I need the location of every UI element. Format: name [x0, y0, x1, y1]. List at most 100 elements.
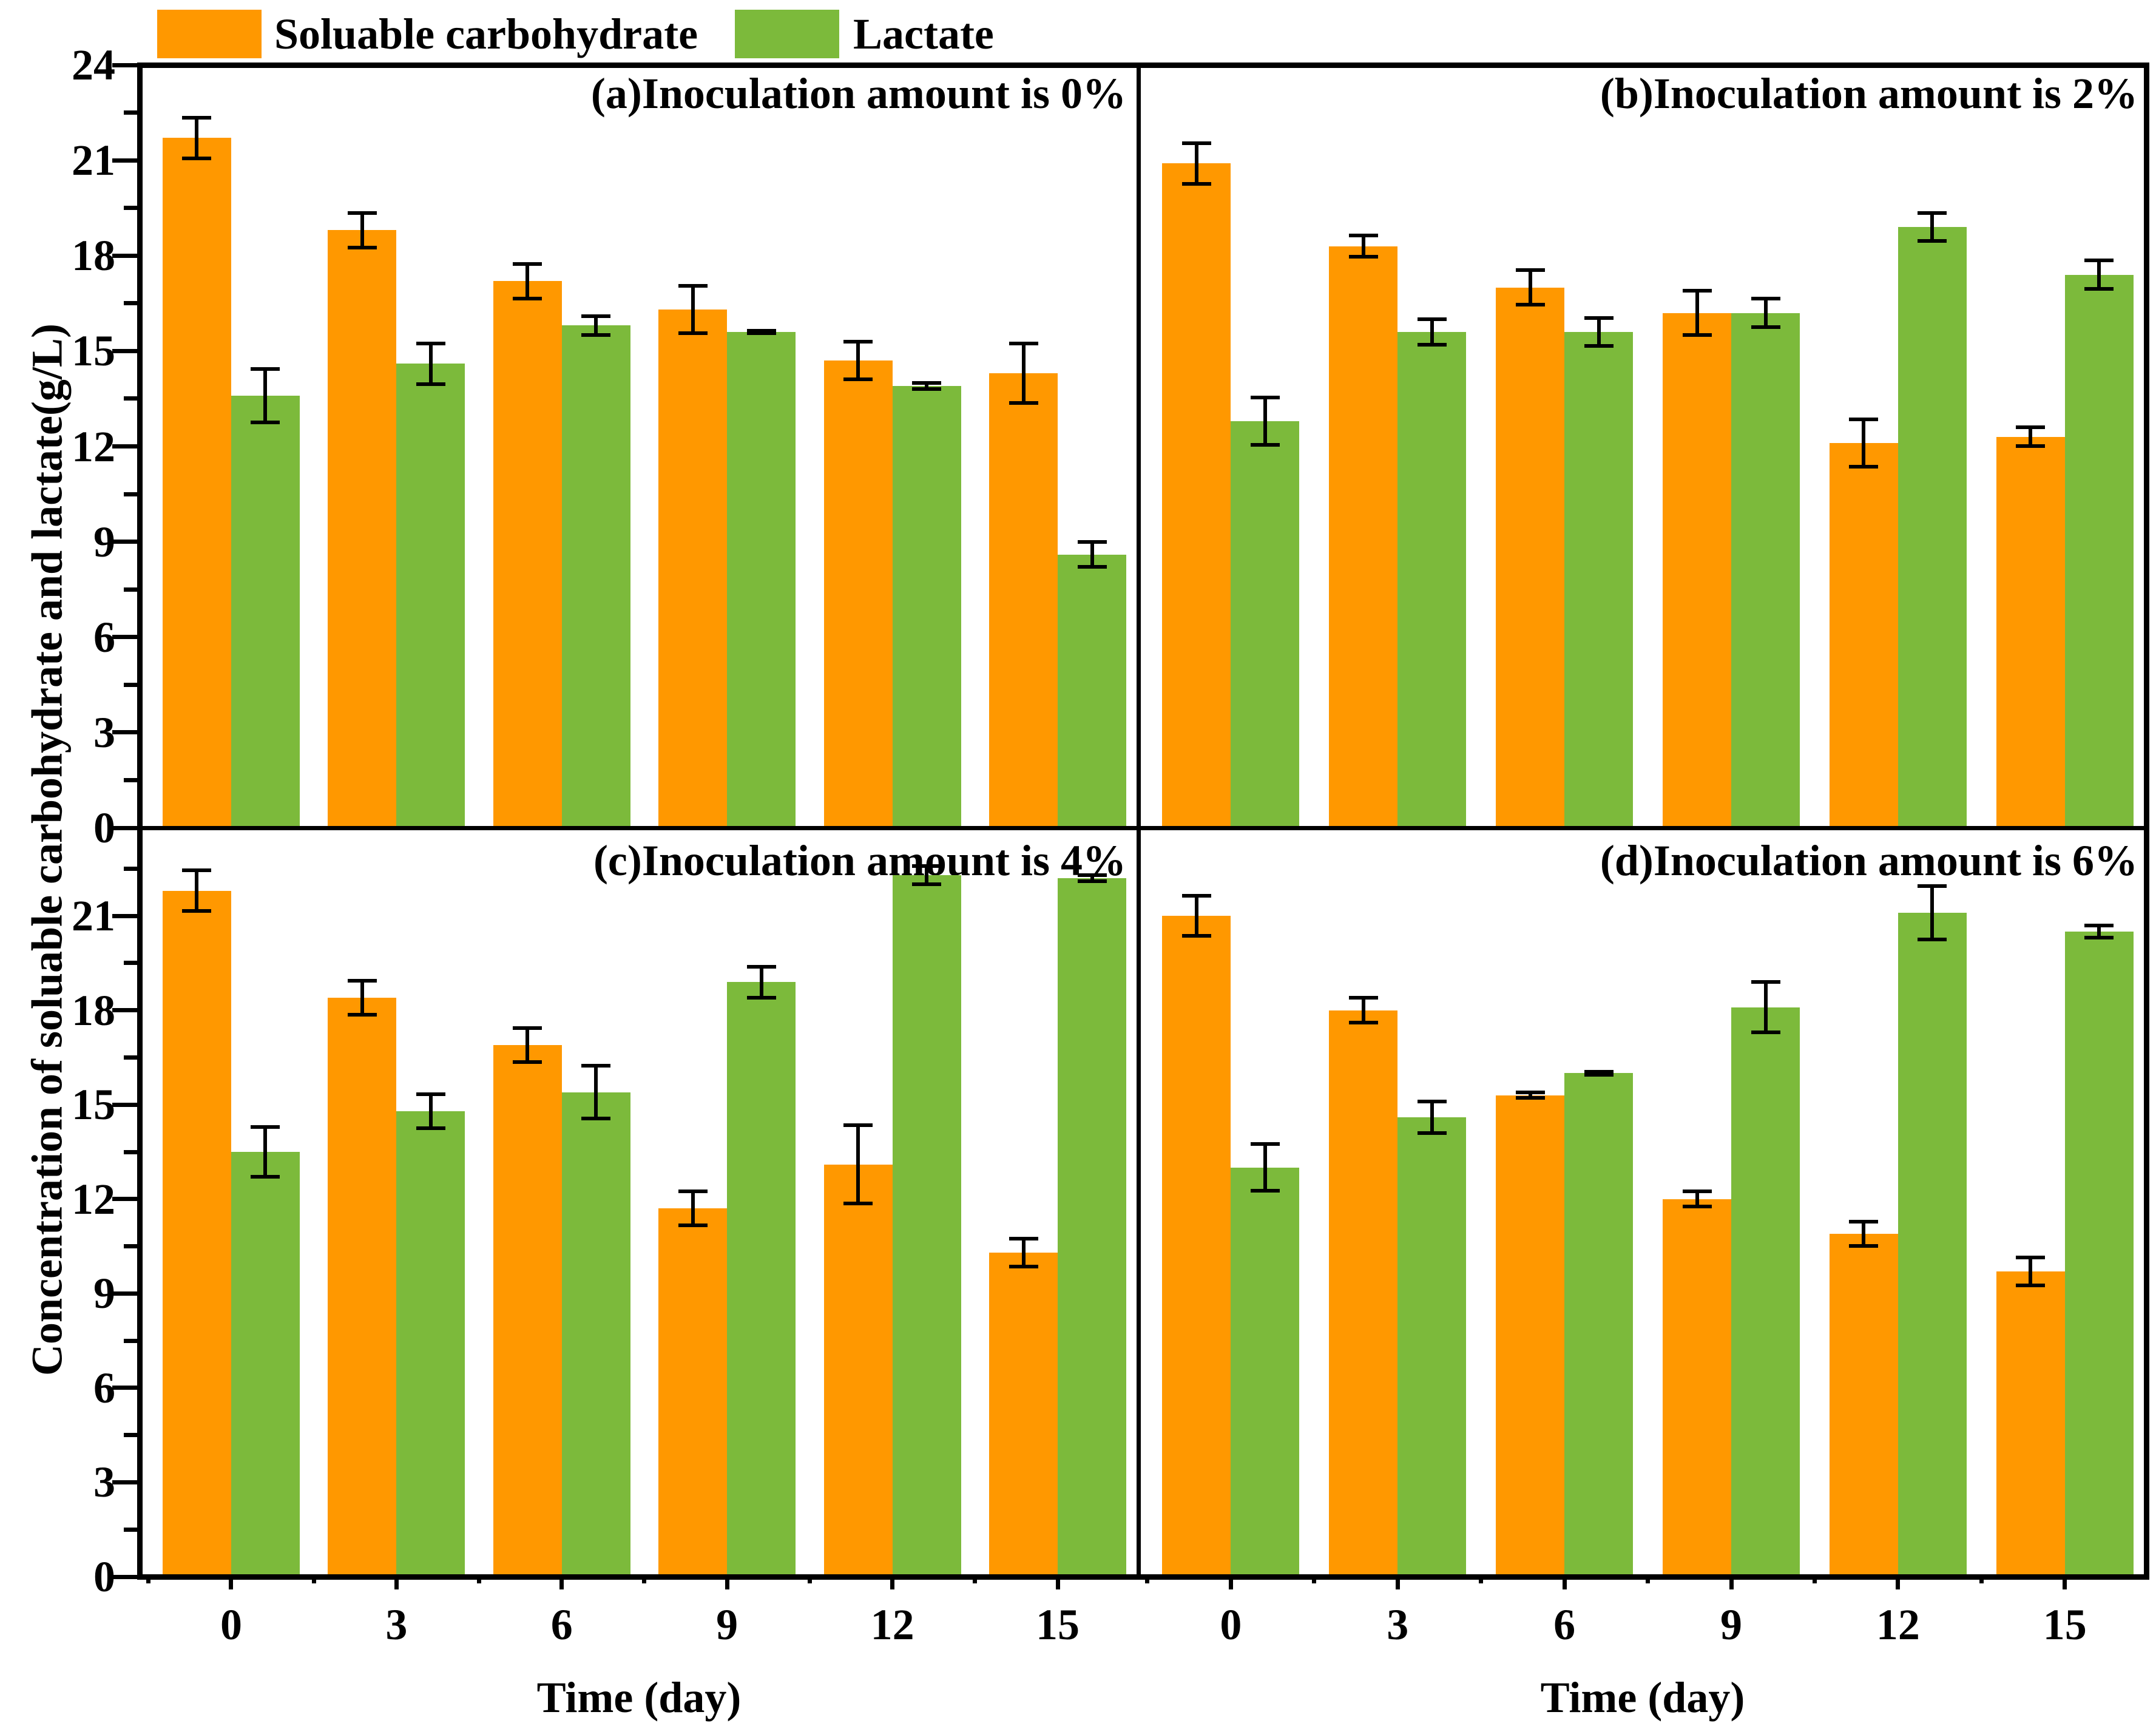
frame-top — [137, 62, 2149, 68]
x-major-tick — [725, 1577, 729, 1589]
error-bar-line — [1862, 418, 1866, 469]
panel-divider-vertical — [1136, 65, 1141, 1577]
y-minor-tick — [124, 396, 140, 401]
y-minor-tick — [124, 1055, 140, 1060]
bar-lactate — [1564, 331, 1634, 828]
x-major-tick — [2063, 1577, 2067, 1589]
bar-lactate — [396, 1111, 465, 1577]
y-major-tick — [112, 913, 140, 918]
y-major-tick — [112, 635, 140, 640]
x-minor-tick — [1646, 1577, 1651, 1583]
bar-soluable-carbohydrate — [1496, 1095, 1565, 1577]
bar-soluable-carbohydrate — [658, 1208, 728, 1577]
bar-lactate — [231, 1152, 300, 1577]
error-bar-line — [525, 262, 530, 300]
error-bar-line — [1090, 873, 1094, 883]
x-minor-tick — [1479, 1577, 1484, 1583]
y-minor-tick — [124, 1527, 140, 1532]
y-major-tick — [112, 1291, 140, 1296]
bar-soluable-carbohydrate — [1663, 313, 1731, 828]
x-minor-tick — [642, 1577, 647, 1583]
bar-lactate — [561, 1092, 630, 1577]
bar-soluable-carbohydrate — [823, 1164, 893, 1577]
y-major-tick — [112, 1386, 140, 1390]
error-bar-line — [1021, 1237, 1026, 1268]
y-tick-label: 3 — [93, 1458, 115, 1507]
error-bar-line — [856, 1123, 860, 1206]
y-major-tick — [112, 1574, 140, 1579]
bar-lactate — [2064, 274, 2134, 828]
panel-divider-horizontal — [140, 825, 2146, 830]
y-tick-label: 6 — [93, 612, 115, 662]
x-minor-tick — [1812, 1577, 1817, 1583]
error-bar-line — [691, 1190, 695, 1228]
error-bar-line — [856, 340, 860, 382]
error-bar-line — [195, 868, 199, 913]
frame-bottom — [137, 1574, 2149, 1580]
y-minor-tick — [124, 1433, 140, 1438]
y-major-tick — [112, 1008, 140, 1013]
error-bar-line — [594, 314, 598, 337]
bar-soluable-carbohydrate — [1996, 436, 2065, 828]
error-bar-line — [1263, 1142, 1267, 1193]
y-major-tick — [112, 730, 140, 735]
y-tick-label: 9 — [93, 517, 115, 566]
x-tick-label: 9 — [1720, 1600, 1742, 1649]
bar-lactate — [1058, 554, 1126, 828]
error-bar-line — [691, 284, 695, 336]
y-tick-label: 18 — [72, 231, 115, 280]
x-tick-label: 9 — [716, 1600, 738, 1649]
bar-soluable-carbohydrate — [328, 230, 397, 828]
x-minor-tick — [1145, 1577, 1150, 1583]
bar-soluable-carbohydrate — [1663, 1199, 1731, 1577]
x-major-tick — [890, 1577, 895, 1589]
x-minor-tick — [477, 1577, 482, 1583]
bar-soluable-carbohydrate — [1829, 443, 1898, 828]
bar-lactate — [1731, 313, 1800, 828]
legend-label-lactate: Lactate — [853, 10, 994, 58]
y-minor-tick — [124, 1338, 140, 1343]
x-major-tick — [1729, 1577, 1734, 1589]
y-major-tick — [112, 1197, 140, 1202]
x-major-tick — [1896, 1577, 1901, 1589]
error-bar-line — [428, 1092, 433, 1130]
x-tick-label: 15 — [2043, 1600, 2087, 1649]
y-major-tick — [112, 444, 140, 448]
y-tick-label: 9 — [93, 1269, 115, 1318]
error-bar-line — [263, 1125, 268, 1179]
x-major-tick — [1562, 1577, 1567, 1589]
x-tick-label: 3 — [385, 1600, 408, 1649]
error-bar-line — [1430, 1100, 1434, 1135]
y-major-tick — [112, 540, 140, 544]
bar-lactate — [727, 982, 796, 1577]
error-bar-line — [428, 341, 433, 386]
bar-lactate — [1058, 878, 1126, 1577]
panel-d-title: (d)Inoculation amount is 6% — [1600, 836, 2138, 885]
error-bar-line — [1090, 540, 1094, 569]
x-tick-label: 3 — [1387, 1600, 1409, 1649]
error-bar-line — [195, 115, 199, 161]
x-major-tick — [1055, 1577, 1060, 1589]
y-minor-tick — [124, 1244, 140, 1249]
legend-swatch-soluable-carbohydrate — [157, 10, 262, 58]
bar-lactate — [1397, 1117, 1467, 1577]
x-tick-label: 6 — [550, 1600, 573, 1649]
error-bar-line — [1695, 289, 1699, 337]
legend: Soluable carbohydrate Lactate — [0, 0, 2156, 67]
bar-soluable-carbohydrate — [328, 997, 397, 1577]
error-bar-line — [2029, 425, 2033, 448]
x-minor-tick — [146, 1577, 151, 1583]
legend-swatch-lactate — [735, 10, 839, 58]
error-bar-line — [1930, 884, 1935, 941]
y-tick-label: 21 — [72, 892, 115, 941]
y-tick-label: 15 — [72, 1080, 115, 1129]
bar-lactate — [727, 331, 796, 828]
y-tick-label: 3 — [93, 708, 115, 757]
x-minor-tick — [1979, 1577, 1984, 1583]
x-tick-label: 6 — [1553, 1600, 1576, 1649]
bar-soluable-carbohydrate — [162, 890, 231, 1577]
bar-lactate — [396, 364, 465, 828]
error-bar-line — [1430, 317, 1434, 347]
